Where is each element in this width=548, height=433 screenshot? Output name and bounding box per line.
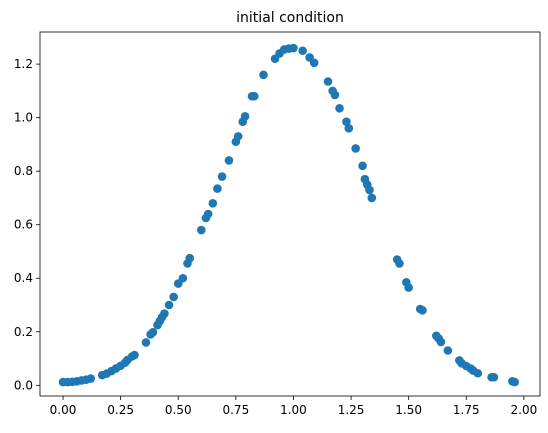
y-tick-label: 0.0 — [14, 378, 33, 392]
chart-title: initial condition — [236, 10, 344, 26]
y-tick-label: 0.4 — [14, 271, 33, 285]
data-point — [249, 91, 259, 101]
data-point — [510, 377, 519, 387]
data-point — [259, 70, 268, 80]
data-point — [148, 328, 158, 337]
data-point — [358, 161, 367, 171]
data-point — [436, 337, 446, 347]
data-point — [233, 132, 243, 141]
data-points — [58, 43, 519, 387]
data-point — [196, 225, 206, 235]
data-point — [240, 112, 250, 121]
data-point — [351, 144, 360, 153]
data-point — [160, 309, 169, 318]
data-point — [130, 350, 139, 360]
y-tick-label: 0.6 — [14, 218, 33, 232]
y-axis: 0.0 0.2 0.4 0.6 0.8 1.0 1.2 — [14, 57, 40, 392]
data-point — [344, 124, 354, 133]
data-point — [404, 283, 413, 292]
data-point — [224, 156, 234, 165]
data-point — [365, 185, 374, 195]
data-point — [289, 43, 298, 53]
y-tick-label: 0.2 — [14, 325, 33, 339]
data-point — [367, 193, 377, 203]
y-tick-label: 1.2 — [14, 57, 33, 71]
data-point — [208, 198, 218, 208]
x-tick-label: 2.00 — [511, 403, 538, 417]
x-tick-label: 0.25 — [107, 403, 134, 417]
x-tick-label: 1.25 — [338, 403, 365, 417]
x-tick-label: 0.00 — [50, 403, 77, 417]
x-tick-label: 0.75 — [222, 403, 249, 417]
x-tick-label: 0.50 — [165, 403, 192, 417]
data-point — [330, 90, 340, 100]
data-point — [169, 292, 178, 302]
data-point — [86, 374, 95, 383]
data-point — [342, 117, 351, 126]
data-point — [335, 103, 344, 113]
data-point — [213, 184, 222, 193]
data-point — [178, 273, 188, 283]
x-tick-label: 1.50 — [395, 403, 422, 417]
data-point — [217, 172, 227, 181]
data-point — [443, 346, 453, 355]
data-point — [164, 300, 174, 310]
y-tick-label: 0.8 — [14, 164, 33, 178]
data-point — [309, 58, 319, 68]
data-point — [418, 306, 427, 315]
x-axis: 0.00 0.25 0.50 0.75 1.00 1.25 1.50 1.75 2.00 — [50, 396, 538, 417]
y-tick-label: 1.0 — [14, 111, 33, 125]
data-point — [203, 209, 213, 219]
data-point — [323, 77, 333, 86]
data-point — [489, 372, 499, 382]
x-tick-label: 1.75 — [453, 403, 480, 417]
x-tick-label: 1.00 — [280, 403, 307, 417]
data-point — [298, 46, 307, 56]
data-point — [185, 253, 195, 263]
plot-area-frame — [39, 31, 541, 397]
data-point — [395, 259, 404, 268]
data-point — [141, 338, 151, 347]
data-point — [473, 368, 483, 378]
